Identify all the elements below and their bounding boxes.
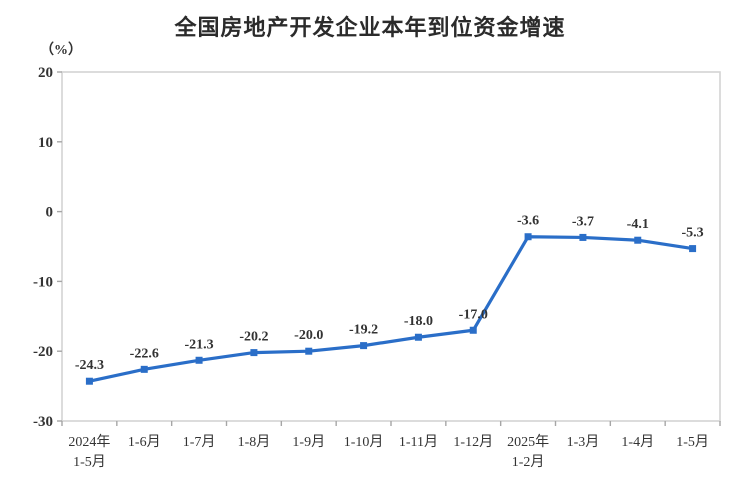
data-label: -4.1 [627,217,649,232]
y-tick-label: 0 [46,205,54,221]
data-point [360,342,368,350]
data-point [85,377,93,385]
data-label: -24.3 [75,358,104,373]
x-tick-label: 1-11月 [399,434,438,450]
data-point [414,333,422,341]
data-label: -22.6 [130,346,159,361]
data-label: -17.0 [459,307,488,322]
x-tick-label: 1-9月 [292,434,325,450]
chart-title: 全国房地产开发企业本年到位资金增速 [174,16,566,41]
y-tick-label: -10 [33,274,53,290]
data-label: -19.2 [349,323,378,338]
plot-border [61,71,721,422]
y-axis-unit-label: （%） [40,43,82,58]
data-point [579,233,587,241]
x-tick-label: 1-7月 [183,434,216,450]
data-point [634,236,642,244]
x-tick-label: 1-4月 [621,434,654,450]
data-point [469,326,477,334]
data-point [524,233,532,241]
x-tick-label: 1-5月 [73,454,106,470]
x-tick-label: 1-5月 [676,434,709,450]
data-point [195,356,203,364]
data-label: -20.0 [294,328,323,343]
x-tick-label: 1-2月 [512,454,545,470]
data-label: -21.3 [184,337,213,352]
data-label: -3.6 [517,214,539,229]
x-tick-label: 1-8月 [238,434,271,450]
x-tick-label: 2024年 [68,434,110,450]
data-label: -18.0 [404,314,433,329]
data-point [140,365,148,373]
y-tick-label: 20 [38,65,53,81]
data-label: -20.2 [239,330,268,345]
line-series [87,235,695,383]
data-point [689,245,697,253]
data-label: -5.3 [681,226,703,241]
x-tick-label: 1-3月 [567,434,600,450]
data-point [305,347,313,355]
data-label: -3.7 [572,214,594,229]
x-tick-label: 1-10月 [344,434,384,450]
y-tick-label: -30 [33,414,53,430]
y-tick-label: -20 [33,344,53,360]
data-point [250,349,258,357]
x-tick-label: 1-6月 [128,434,161,450]
x-tick-label: 1-12月 [453,434,493,450]
x-tick-label: 2025年 [507,434,549,450]
y-tick-label: 10 [38,135,53,151]
